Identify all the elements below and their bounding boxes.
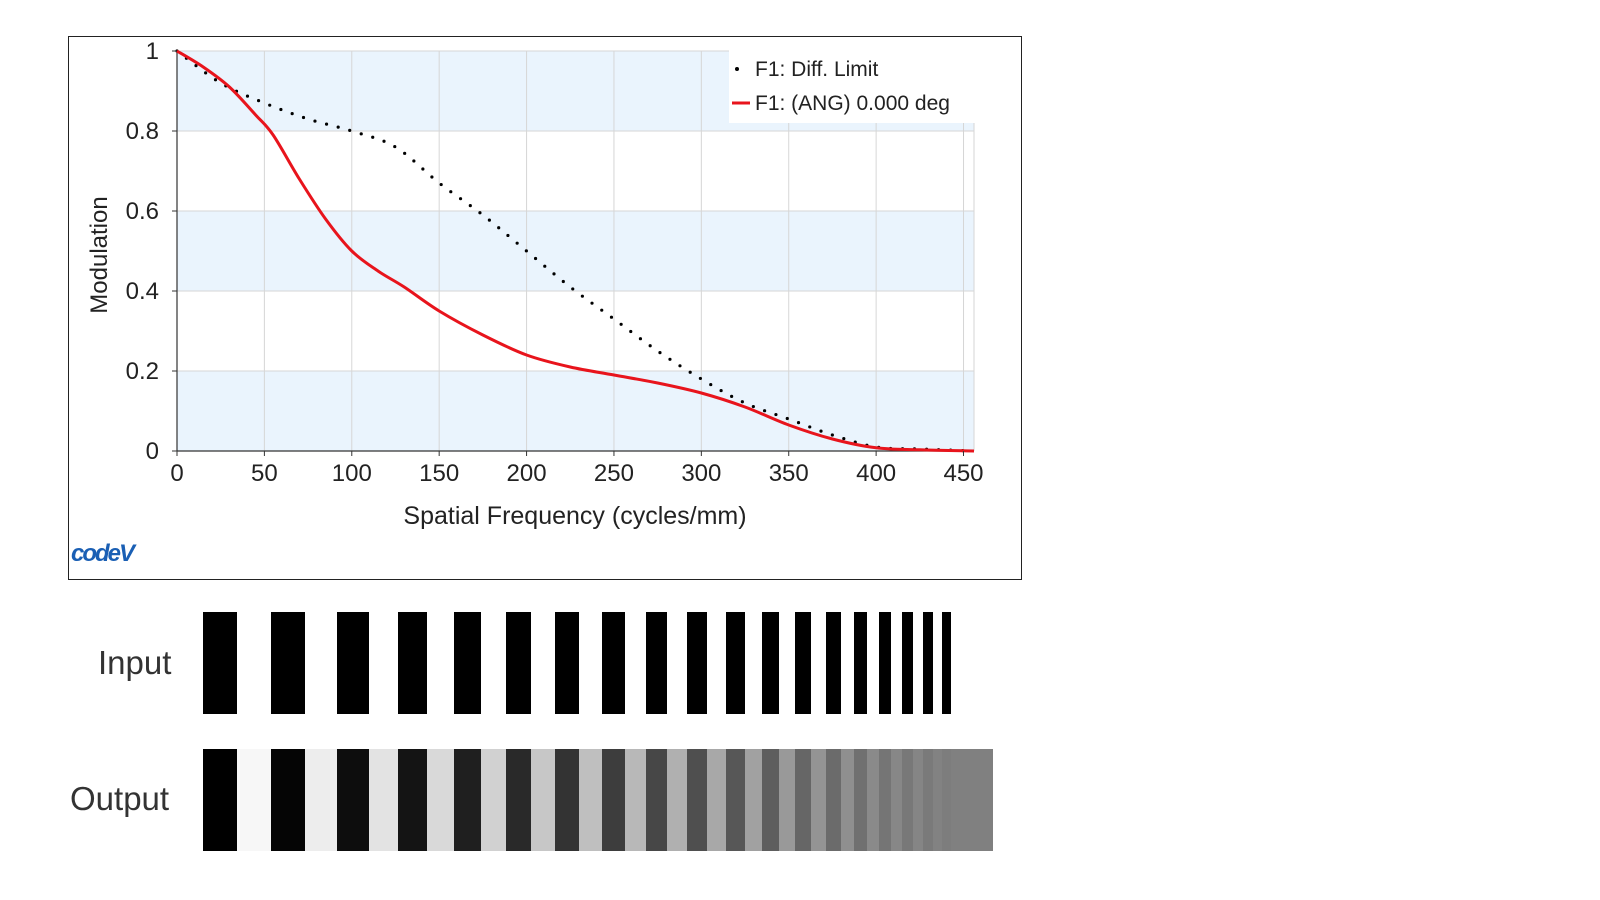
x-tick-label: 250 [594, 460, 634, 487]
y-tick-label: 0.4 [126, 278, 159, 305]
x-axis-label: Spatial Frequency (cycles/mm) [403, 502, 746, 530]
output-bar [454, 749, 481, 851]
output-gap [427, 749, 454, 851]
series-line-diff-limit [175, 49, 976, 453]
output-gap [811, 749, 826, 851]
mtf-chart-svg: 0 50 100 150 200 250 300 350 400 450 0 0.2 0.4 0.6 0.8… [71, 38, 985, 567]
input-bar [203, 612, 237, 714]
output-gap [891, 749, 902, 851]
x-tick-label: 450 [943, 460, 983, 487]
output-bar [795, 749, 811, 851]
output-bar [826, 749, 841, 851]
background-band [177, 291, 974, 371]
input-bar [942, 612, 951, 714]
series-line-ang [176, 49, 975, 453]
input-bar [762, 612, 779, 714]
input-bar [454, 612, 481, 714]
input-bar [398, 612, 427, 714]
input-bar [923, 612, 933, 714]
output-bar [762, 749, 779, 851]
output-label: Output [70, 780, 170, 817]
output-gap [707, 749, 726, 851]
y-tick-label: 0.2 [126, 358, 159, 385]
output-gap [579, 749, 602, 851]
output-gap [867, 749, 879, 851]
input-bar [506, 612, 531, 714]
x-tick-label: 0 [170, 460, 183, 487]
output-tail [951, 749, 993, 851]
background-band [177, 131, 974, 211]
input-label: Input [98, 644, 172, 681]
input-bar [337, 612, 369, 714]
input-bar-pattern [203, 612, 951, 714]
output-gap [305, 749, 337, 851]
background-band [177, 211, 974, 291]
output-bar [942, 749, 951, 851]
x-tick-label: 400 [856, 460, 896, 487]
x-tick-label: 50 [251, 460, 278, 487]
output-bar [271, 749, 305, 851]
y-tick-label: 0 [146, 438, 159, 465]
output-bar [687, 749, 707, 851]
output-gap [481, 749, 506, 851]
output-gap [667, 749, 687, 851]
y-tick-label: 0.8 [126, 118, 159, 145]
legend: F1: Diff. Limit F1: (ANG) 0.000 deg [729, 47, 985, 123]
output-gap [913, 749, 923, 851]
y-tick-label: 0.6 [126, 198, 159, 225]
output-gap [625, 749, 646, 851]
output-gap [369, 749, 398, 851]
input-bar [854, 612, 867, 714]
x-tick-label: 100 [332, 460, 372, 487]
output-bar [879, 749, 891, 851]
output-bar [398, 749, 427, 851]
input-bar [795, 612, 811, 714]
x-tick-label: 200 [507, 460, 547, 487]
output-bar [337, 749, 369, 851]
y-axis-label: Modulation [86, 196, 113, 313]
background-band [177, 371, 974, 451]
legend-marker-diff-limit [735, 67, 739, 71]
output-bar [602, 749, 625, 851]
output-bar [203, 749, 237, 851]
input-bar [271, 612, 305, 714]
x-tick-label: 350 [769, 460, 809, 487]
output-gap [933, 749, 942, 851]
input-bar [646, 612, 667, 714]
output-bar [726, 749, 745, 851]
x-tick-label: 300 [681, 460, 721, 487]
output-bar [646, 749, 667, 851]
y-tick-label: 1 [146, 38, 159, 65]
legend-label-ang: F1: (ANG) 0.000 deg [755, 92, 950, 115]
input-bar [726, 612, 745, 714]
input-bar [902, 612, 913, 714]
output-gap [841, 749, 854, 851]
legend-label-diff-limit: F1: Diff. Limit [755, 58, 878, 81]
input-bar [602, 612, 625, 714]
output-bar [555, 749, 579, 851]
mtf-chart: 0 50 100 150 200 250 300 350 400 450 0 0.2 0.4 0.6 0.8… [68, 36, 1022, 580]
output-bar [902, 749, 913, 851]
output-bar-pattern [203, 749, 993, 851]
output-bar [923, 749, 933, 851]
output-gap [779, 749, 795, 851]
input-bar [826, 612, 841, 714]
output-bar [506, 749, 531, 851]
codev-logo: codeV [71, 540, 137, 567]
output-bar [854, 749, 867, 851]
output-gap [237, 749, 271, 851]
input-bar [879, 612, 891, 714]
output-gap [745, 749, 762, 851]
input-bar [555, 612, 579, 714]
x-tick-label: 150 [419, 460, 459, 487]
input-bar [687, 612, 707, 714]
output-gap [531, 749, 555, 851]
